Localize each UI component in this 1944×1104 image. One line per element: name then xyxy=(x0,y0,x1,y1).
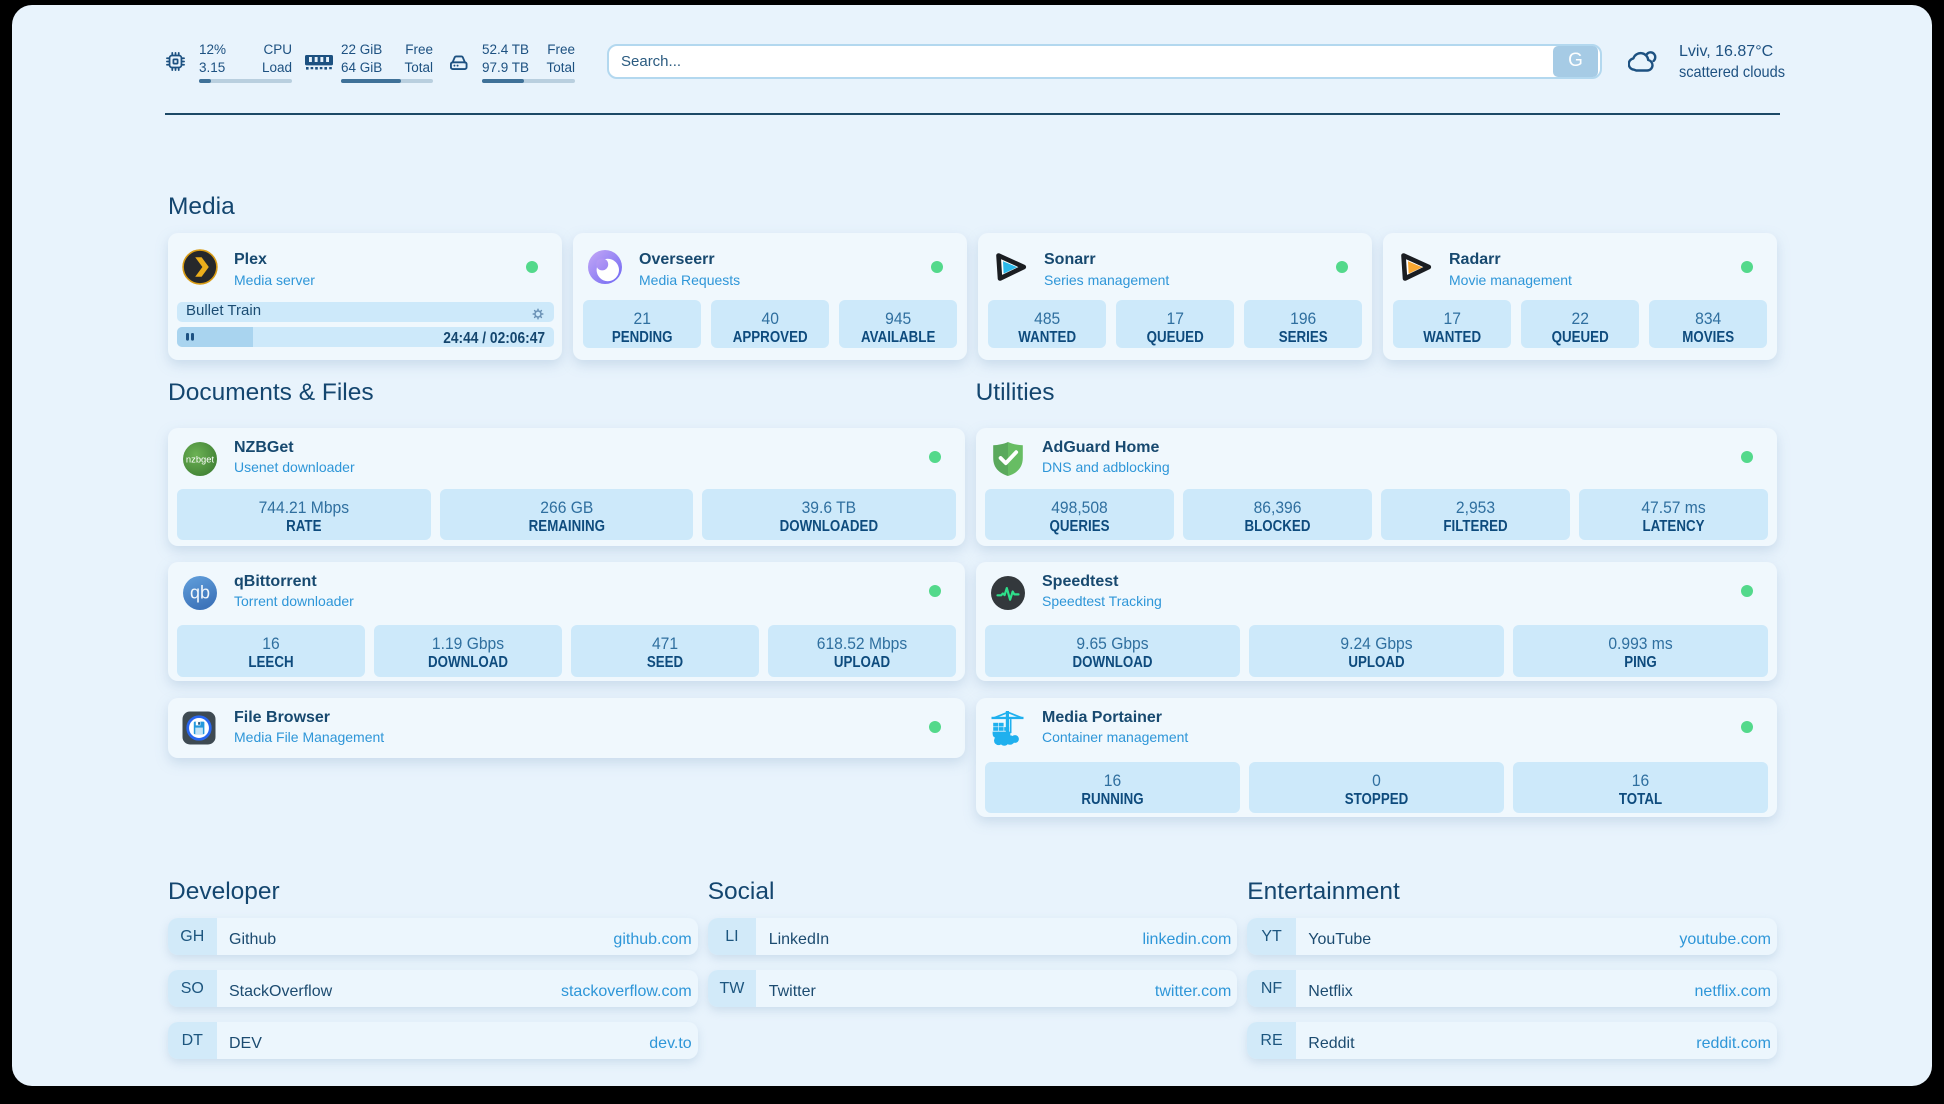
svg-text:nzbget: nzbget xyxy=(186,454,215,465)
svg-text:qb: qb xyxy=(190,583,210,603)
